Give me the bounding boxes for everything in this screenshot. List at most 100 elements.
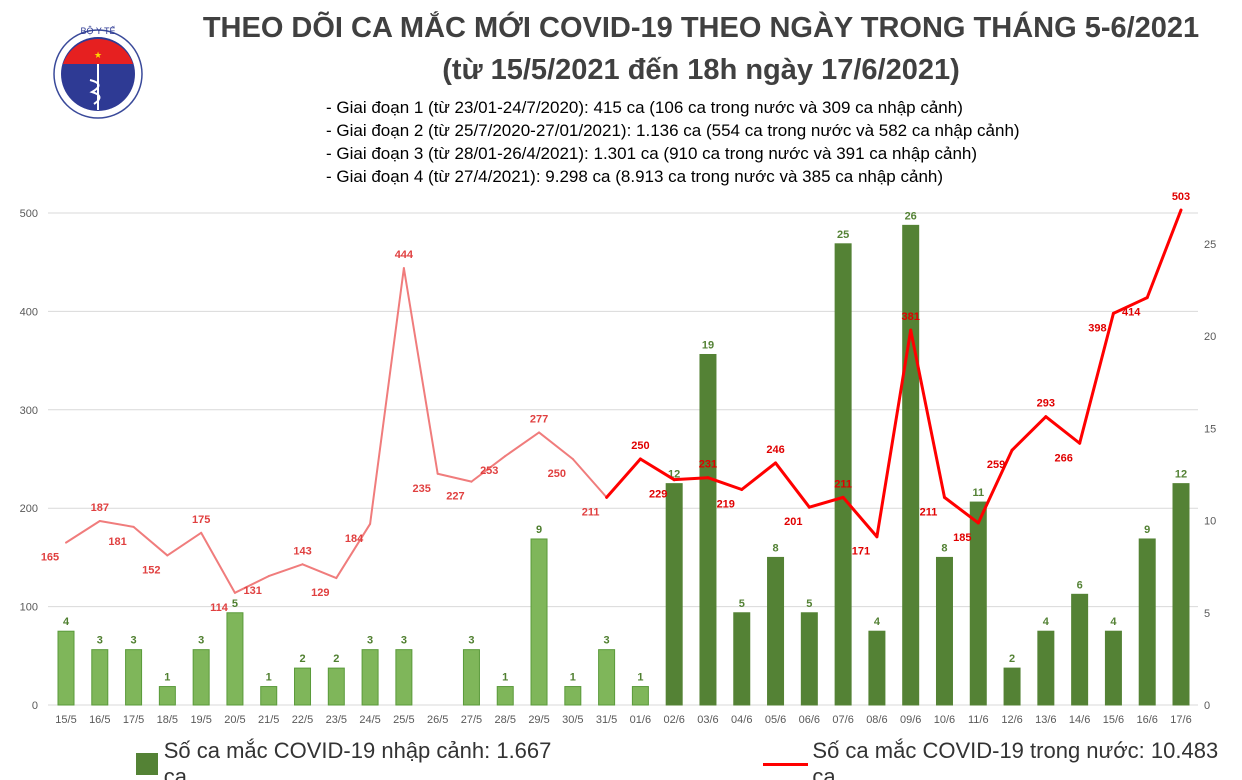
line-label: 381 <box>902 311 920 323</box>
line-segment <box>166 531 203 557</box>
x-tick-label: 22/5 <box>292 714 313 726</box>
line-segment <box>301 563 338 580</box>
line-label: 165 <box>41 552 59 564</box>
bar <box>1071 593 1089 706</box>
line-segment <box>605 457 642 499</box>
line-label: 185 <box>953 532 971 544</box>
line-label: 175 <box>192 514 210 526</box>
line-label: 293 <box>1037 398 1055 410</box>
line-label: 250 <box>548 468 566 480</box>
right-tick-label: 5 <box>1204 608 1210 620</box>
bar-label: 2 <box>1009 653 1015 665</box>
bar <box>1138 538 1156 706</box>
x-tick-label: 16/6 <box>1137 714 1158 726</box>
line-label: 414 <box>1122 307 1141 319</box>
bar <box>57 630 75 706</box>
line-label: 211 <box>582 506 600 518</box>
bar-label: 19 <box>702 339 714 351</box>
line-label: 129 <box>311 587 329 599</box>
svg-text:BỘ Y TẾ: BỘ Y TẾ <box>80 26 115 36</box>
bar <box>665 483 683 706</box>
ministry-of-health-logo: ★ BỘ Y TẾ <box>53 26 143 119</box>
phase-summary: - Giai đoạn 1 (từ 23/01-24/7/2020): 415 … <box>326 96 1020 188</box>
line-segment <box>672 476 710 482</box>
line-segment <box>470 455 507 483</box>
bar <box>125 649 143 706</box>
x-tick-label: 11/6 <box>968 714 989 726</box>
bar <box>361 649 379 706</box>
bar <box>327 667 345 706</box>
phase-1: - Giai đoạn 1 (từ 23/01-24/7/2020): 415 … <box>326 98 963 117</box>
line-segment <box>436 472 473 483</box>
left-tick-label: 200 <box>20 503 38 515</box>
right-tick-label: 0 <box>1204 700 1210 712</box>
x-tick-label: 02/6 <box>663 714 684 726</box>
bar-label: 4 <box>874 616 881 628</box>
phase-2: - Giai đoạn 2 (từ 25/7/2020-27/01/2021):… <box>326 121 1020 140</box>
line-segment <box>909 328 946 499</box>
line-segment <box>942 495 980 525</box>
x-tick-label: 09/6 <box>900 714 921 726</box>
bar-label: 4 <box>1043 616 1050 628</box>
line-label: 131 <box>244 585 262 597</box>
bar-label: 3 <box>131 635 137 647</box>
bar-label: 12 <box>1175 469 1187 481</box>
x-tick-label: 01/6 <box>630 714 651 726</box>
bar <box>294 667 312 706</box>
line-label: 444 <box>395 249 414 261</box>
bar <box>158 686 176 706</box>
bar-label: 8 <box>772 542 778 554</box>
line-segment <box>98 519 135 528</box>
line-segment <box>638 457 676 482</box>
line-segment <box>976 448 1014 525</box>
bar <box>733 612 751 706</box>
x-tick-label: 27/5 <box>461 714 482 726</box>
bar-label: 3 <box>401 635 407 647</box>
right-tick-label: 25 <box>1204 239 1216 251</box>
legend-bar-label: Số ca mắc COVID-19 nhập cảnh: 1.667 ca <box>163 738 552 780</box>
x-tick-label: 29/5 <box>528 714 549 726</box>
x-tick-label: 16/5 <box>89 714 110 726</box>
bar-label: 4 <box>1110 616 1117 628</box>
line-label: 277 <box>530 413 548 425</box>
bar-label: 3 <box>97 635 103 647</box>
x-tick-label: 26/5 <box>427 714 448 726</box>
bar-label: 2 <box>333 653 339 665</box>
line-label: 114 <box>210 602 229 614</box>
x-tick-label: 21/5 <box>258 714 279 726</box>
bar <box>631 686 649 706</box>
bar <box>192 649 210 706</box>
bar-label: 3 <box>367 635 373 647</box>
bar-label: 8 <box>941 542 947 554</box>
phase-3: - Giai đoạn 3 (từ 28/01-26/4/2021): 1.30… <box>326 144 978 163</box>
x-tick-label: 19/5 <box>190 714 211 726</box>
line-label: 250 <box>631 440 649 452</box>
x-tick-label: 24/5 <box>359 714 380 726</box>
line-label: 219 <box>717 499 735 511</box>
line-label: 201 <box>784 516 802 528</box>
bar-label: 5 <box>232 598 238 610</box>
bar-label: 4 <box>63 616 70 628</box>
left-tick-label: 100 <box>20 602 38 614</box>
line-label: 227 <box>446 491 464 503</box>
bar <box>598 649 616 706</box>
bar-label: 1 <box>502 672 508 684</box>
bar <box>969 501 987 706</box>
bar <box>496 686 514 706</box>
line-segment <box>200 531 236 594</box>
line-segment <box>233 575 270 594</box>
x-tick-label: 25/5 <box>393 714 414 726</box>
bar <box>1003 667 1021 706</box>
bar <box>868 630 886 706</box>
bar <box>902 224 920 706</box>
bar-label: 5 <box>739 598 745 610</box>
bar-label: 3 <box>468 635 474 647</box>
bar <box>1037 630 1055 706</box>
line-segment <box>538 431 574 460</box>
line-label: 184 <box>345 533 364 545</box>
line-segment <box>774 461 811 509</box>
bar-label: 11 <box>972 487 984 499</box>
bar-label: 12 <box>668 469 680 481</box>
right-tick-label: 15 <box>1204 423 1216 435</box>
bar-label: 1 <box>164 672 170 684</box>
